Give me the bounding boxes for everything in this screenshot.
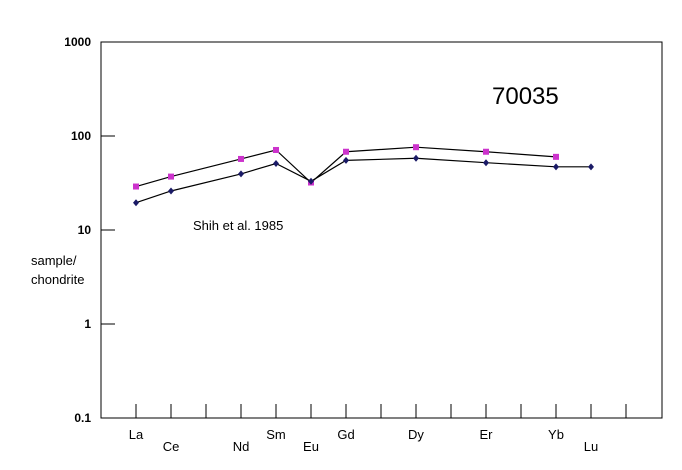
text-layer: 70035 Shih et al. 1985 sample/ chondrite (31, 83, 559, 287)
data-point-square (553, 153, 559, 160)
y-axis-label-line-1: sample/ (31, 253, 77, 268)
y-axis-label-line-2: chondrite (31, 272, 84, 287)
series-1 (133, 144, 559, 190)
x-tick-label-sm: Sm (266, 427, 286, 442)
x-tick-label-dy: Dy (408, 427, 424, 442)
x-tick-label-eu: Eu (303, 439, 319, 454)
series-line (135, 157, 591, 204)
data-point-square (238, 155, 244, 162)
data-point-diamond (413, 154, 419, 162)
data-point-diamond (588, 163, 594, 171)
y-tick-label: 1000 (64, 35, 91, 49)
y-tick-label: 10 (78, 223, 92, 237)
x-tick-label-ce: Ce (163, 439, 180, 454)
chart-annotation: Shih et al. 1985 (193, 218, 283, 233)
x-tick-label-gd: Gd (337, 427, 354, 442)
chart-title: 70035 (492, 83, 559, 110)
data-point-square (413, 144, 419, 151)
y-tick-label: 100 (71, 129, 91, 143)
data-point-square (343, 148, 349, 155)
x-tick-label-nd: Nd (233, 439, 250, 454)
y-tick-label: 0.1 (74, 411, 91, 425)
data-point-diamond (308, 177, 314, 185)
data-point-diamond (133, 199, 139, 207)
data-point-square (483, 148, 489, 155)
series-layer (133, 144, 594, 207)
x-tick-label-er: Er (480, 427, 494, 442)
plot-frame (100, 41, 663, 419)
x-tick-label-la: La (129, 427, 144, 442)
data-point-diamond (483, 159, 489, 167)
series-2 (133, 154, 594, 207)
data-point-square (133, 183, 139, 190)
y-tick-label: 1 (84, 317, 91, 331)
data-point-diamond (168, 187, 174, 195)
data-point-square (168, 173, 174, 180)
data-point-diamond (343, 156, 349, 164)
x-tick-label-lu: Lu (584, 439, 598, 454)
data-point-diamond (273, 159, 279, 167)
data-point-square (273, 146, 279, 153)
axes: 1000 100 10 1 0.1 La Ce Nd Sm Eu Gd Dy Er Yb Lu (64, 35, 663, 454)
data-point-diamond (238, 170, 244, 178)
data-point-diamond (553, 163, 559, 171)
x-tick-label-yb: Yb (548, 427, 564, 442)
